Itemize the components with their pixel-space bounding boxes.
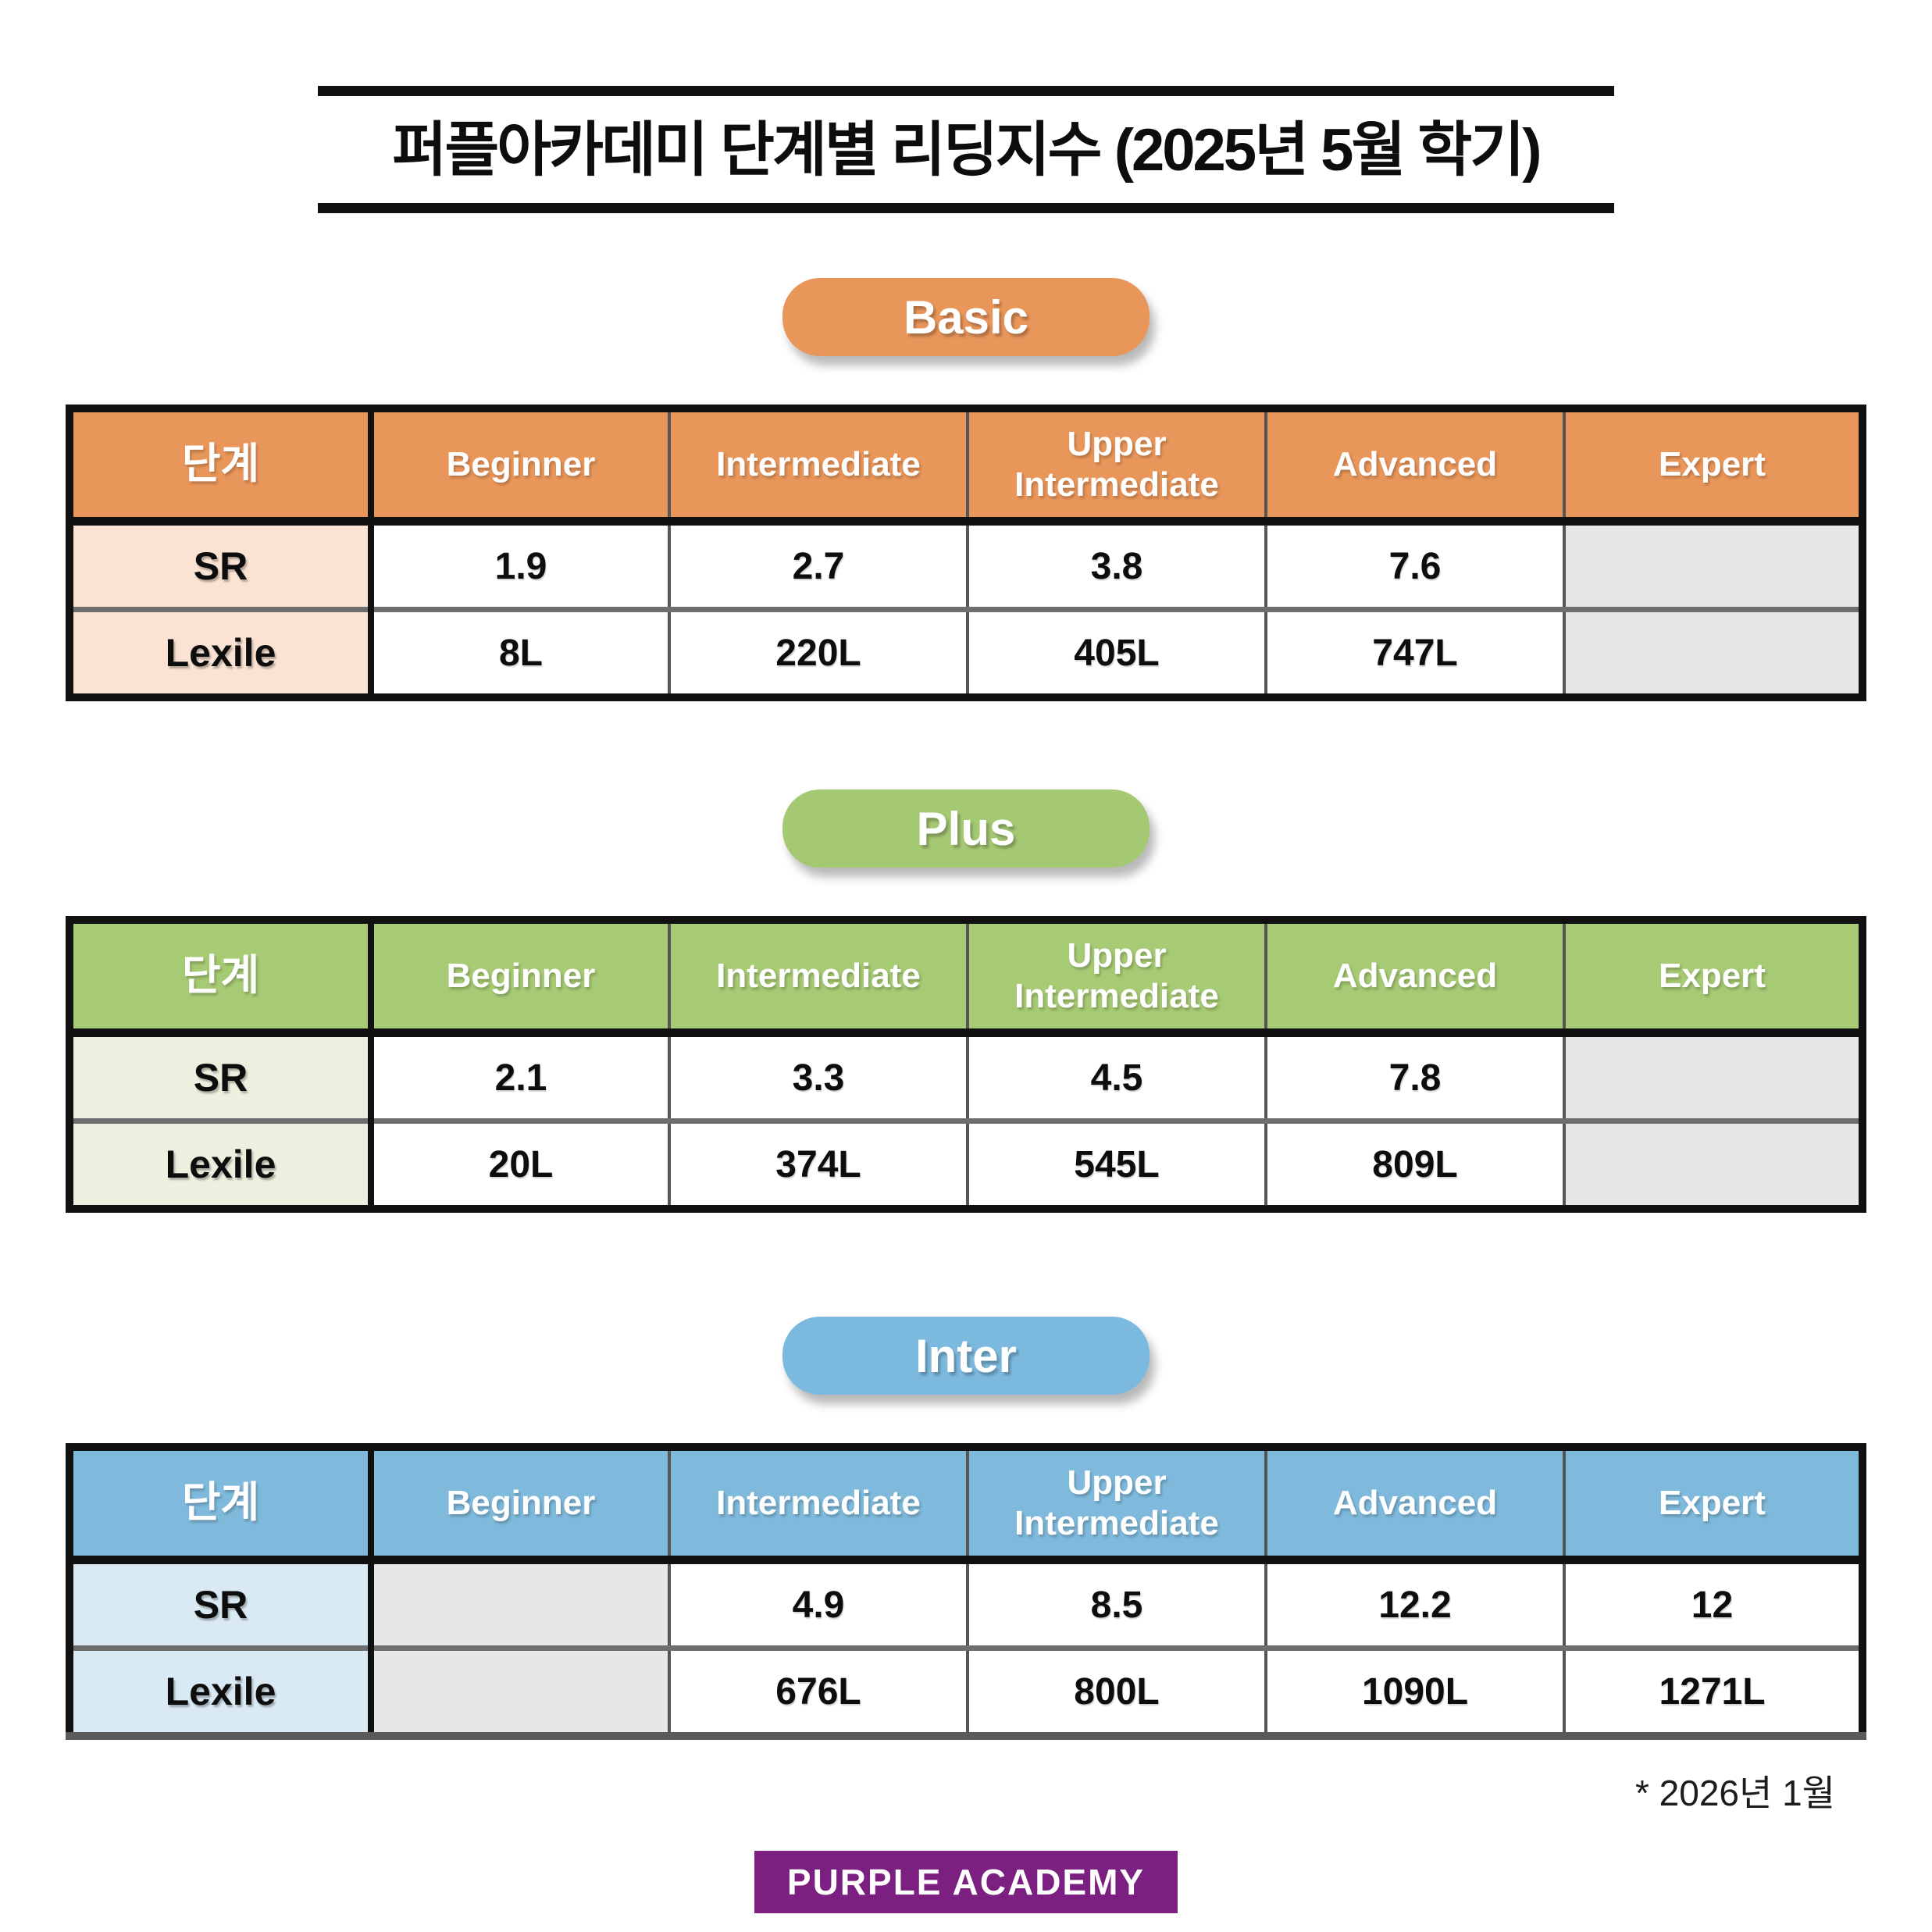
purple-academy-logo: PURPLE ACADEMY: [754, 1851, 1178, 1913]
row-label: SR: [70, 521, 374, 612]
value-cell: 20L: [369, 1121, 671, 1209]
value-cell: 374L: [668, 1121, 969, 1209]
value-cell: 1271L: [1563, 1648, 1862, 1736]
value-cell: 2.7: [668, 521, 969, 612]
value-cell: 1090L: [1264, 1648, 1566, 1736]
basic-table: 단계 Beginner Intermediate Upper Intermediate…: [66, 405, 1866, 701]
table-row: SR 1.9 2.7 3.8 7.6: [70, 521, 1862, 612]
row-label: Lexile: [70, 609, 374, 697]
value-cell: 1.9: [369, 521, 671, 612]
value-cell: 4.5: [966, 1032, 1267, 1124]
value-cell: 220L: [668, 609, 969, 697]
empty-cell: [1563, 1032, 1862, 1124]
header-row: 단계 Beginner Intermediate Upper Intermediate…: [70, 408, 1862, 526]
value-cell: 8L: [369, 609, 671, 697]
column-header: Expert: [1563, 408, 1862, 526]
header-row: 단계 Beginner Intermediate Upper Intermediate…: [70, 920, 1862, 1037]
empty-cell: [1563, 521, 1862, 612]
row-label: Lexile: [70, 1648, 374, 1736]
table-row: Lexile 20L 374L 545L 809L: [70, 1121, 1862, 1209]
value-cell: 12: [1563, 1560, 1862, 1651]
level-header-cell: 단계: [70, 920, 374, 1037]
header-row: 단계 Beginner Intermediate Upper Intermediate…: [70, 1447, 1862, 1564]
value-cell: 3.8: [966, 521, 1267, 612]
column-header: Intermediate: [668, 1447, 969, 1564]
row-label: SR: [70, 1560, 374, 1651]
row-label: Lexile: [70, 1121, 374, 1209]
column-header: Intermediate: [668, 408, 969, 526]
column-header: Advanced: [1264, 1447, 1566, 1564]
value-cell: 545L: [966, 1121, 1267, 1209]
section-badge-label: Plus: [916, 802, 1016, 855]
column-header: Beginner: [369, 1447, 671, 1564]
section-badge-label: Basic: [903, 291, 1029, 344]
row-label: SR: [70, 1032, 374, 1124]
column-header: Upper Intermediate: [966, 1447, 1267, 1564]
value-cell: 12.2: [1264, 1560, 1566, 1651]
level-header-cell: 단계: [70, 408, 374, 526]
column-header: Advanced: [1264, 920, 1566, 1037]
value-cell: 8.5: [966, 1560, 1267, 1651]
value-cell: 7.6: [1264, 521, 1566, 612]
column-header: Beginner: [369, 920, 671, 1037]
section-badge-inter: Inter: [782, 1317, 1150, 1395]
value-cell: 7.8: [1264, 1032, 1566, 1124]
value-cell: 3.3: [668, 1032, 969, 1124]
plus-table: 단계 Beginner Intermediate Upper Intermediate…: [66, 916, 1866, 1213]
logo-text: PURPLE ACADEMY: [786, 1862, 1146, 1902]
column-header: Expert: [1563, 1447, 1862, 1564]
column-header: Beginner: [369, 408, 671, 526]
table-row: Lexile 8L 220L 405L 747L: [70, 609, 1862, 697]
column-header: Expert: [1563, 920, 1862, 1037]
column-header: Upper Intermediate: [966, 408, 1267, 526]
section-badge-label: Inter: [914, 1329, 1018, 1382]
section-badge-basic: Basic: [782, 278, 1150, 356]
value-cell: 2.1: [369, 1032, 671, 1124]
table-row: SR 2.1 3.3 4.5 7.8: [70, 1032, 1862, 1124]
column-header: Advanced: [1264, 408, 1566, 526]
column-header: Upper Intermediate: [966, 920, 1267, 1037]
footnote: * 2026년 1월: [1634, 1773, 1835, 1813]
empty-cell: [1563, 609, 1862, 697]
table-row: SR 4.9 8.5 12.2 12: [70, 1560, 1862, 1651]
value-cell: 800L: [966, 1648, 1267, 1736]
inter-table: 단계 Beginner Intermediate Upper Intermediate…: [66, 1443, 1866, 1740]
value-cell: 4.9: [668, 1560, 969, 1651]
value-cell: 809L: [1264, 1121, 1566, 1209]
value-cell: 405L: [966, 609, 1267, 697]
column-header: Intermediate: [668, 920, 969, 1037]
level-header-cell: 단계: [70, 1447, 374, 1564]
page-title: 퍼플아카데미 단계별 리딩지수 (2025년 5월 학기): [392, 117, 1542, 184]
table-row: Lexile 676L 800L 1090L 1271L: [70, 1648, 1862, 1736]
value-cell: 676L: [668, 1648, 969, 1736]
value-cell: 747L: [1264, 609, 1566, 697]
title-block: 퍼플아카데미 단계별 리딩지수 (2025년 5월 학기): [318, 86, 1614, 213]
section-badge-plus: Plus: [782, 790, 1150, 868]
empty-cell: [369, 1648, 671, 1736]
empty-cell: [369, 1560, 671, 1651]
empty-cell: [1563, 1121, 1862, 1209]
